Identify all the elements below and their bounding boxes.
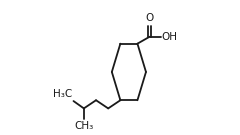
Text: O: O bbox=[145, 14, 154, 23]
Text: H₃C: H₃C bbox=[53, 89, 72, 99]
Text: CH₃: CH₃ bbox=[74, 121, 93, 131]
Text: OH: OH bbox=[162, 32, 178, 42]
